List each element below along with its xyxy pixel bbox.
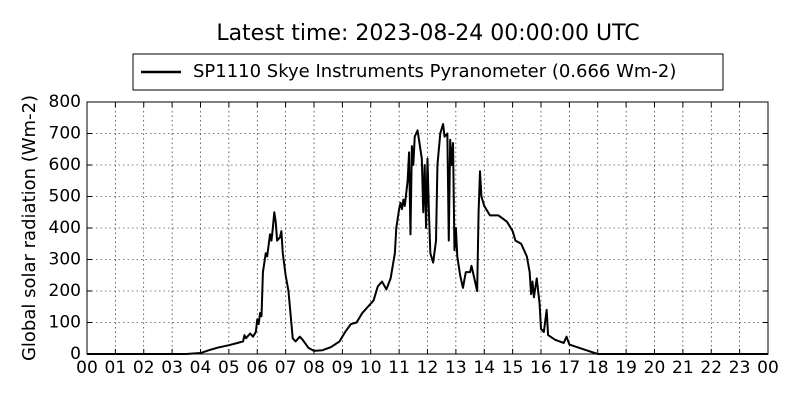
x-tick-label: 07 [275,358,297,378]
y-axis-label: Global solar radiation (Wm-2) [19,95,40,361]
series-line [87,123,768,355]
x-tick-label: 00 [76,358,98,378]
y-tick-label: 100 [49,313,81,333]
x-tick-label: 04 [190,358,212,378]
x-tick-label: 08 [303,358,325,378]
x-tick-label: 06 [246,358,268,378]
x-tick-label: 17 [559,358,581,378]
y-tick-label: 400 [49,218,81,238]
x-tick-label: 19 [615,358,637,378]
y-tick-label: 600 [49,155,81,175]
x-tick-label: 23 [729,358,751,378]
x-tick-label: 13 [445,358,467,378]
x-tick-label: 21 [672,358,694,378]
y-tick-label: 800 [49,92,81,112]
chart-title: Latest time: 2023-08-24 00:00:00 UTC [216,21,639,46]
x-tick-label: 02 [133,358,155,378]
legend-label: SP1110 Skye Instruments Pyranometer (0.6… [193,61,676,82]
y-tick-label: 500 [49,187,81,207]
x-tick-label: 00 [757,358,779,378]
x-tick-label: 11 [388,358,410,378]
legend: SP1110 Skye Instruments Pyranometer (0.6… [132,53,724,91]
x-tick-label: 16 [530,358,552,378]
x-tick-label: 01 [105,358,127,378]
x-tick-label: 18 [587,358,609,378]
x-tick-label: 14 [473,358,495,378]
y-tick-label: 700 [49,124,81,144]
x-tick-label: 20 [644,358,666,378]
x-tick-label: 03 [161,358,183,378]
y-tick-label: 200 [49,281,81,301]
x-tick-label: 22 [700,358,722,378]
plot-frame [86,101,769,355]
y-tick-label: 0 [70,344,81,364]
legend-box [132,53,724,91]
x-tick-label: 10 [360,358,382,378]
x-tick-label: 12 [417,358,439,378]
x-tick-label: 15 [502,358,524,378]
x-tick-label: 05 [218,358,240,378]
y-tick-label: 300 [49,250,81,270]
x-tick-label: 09 [332,358,354,378]
